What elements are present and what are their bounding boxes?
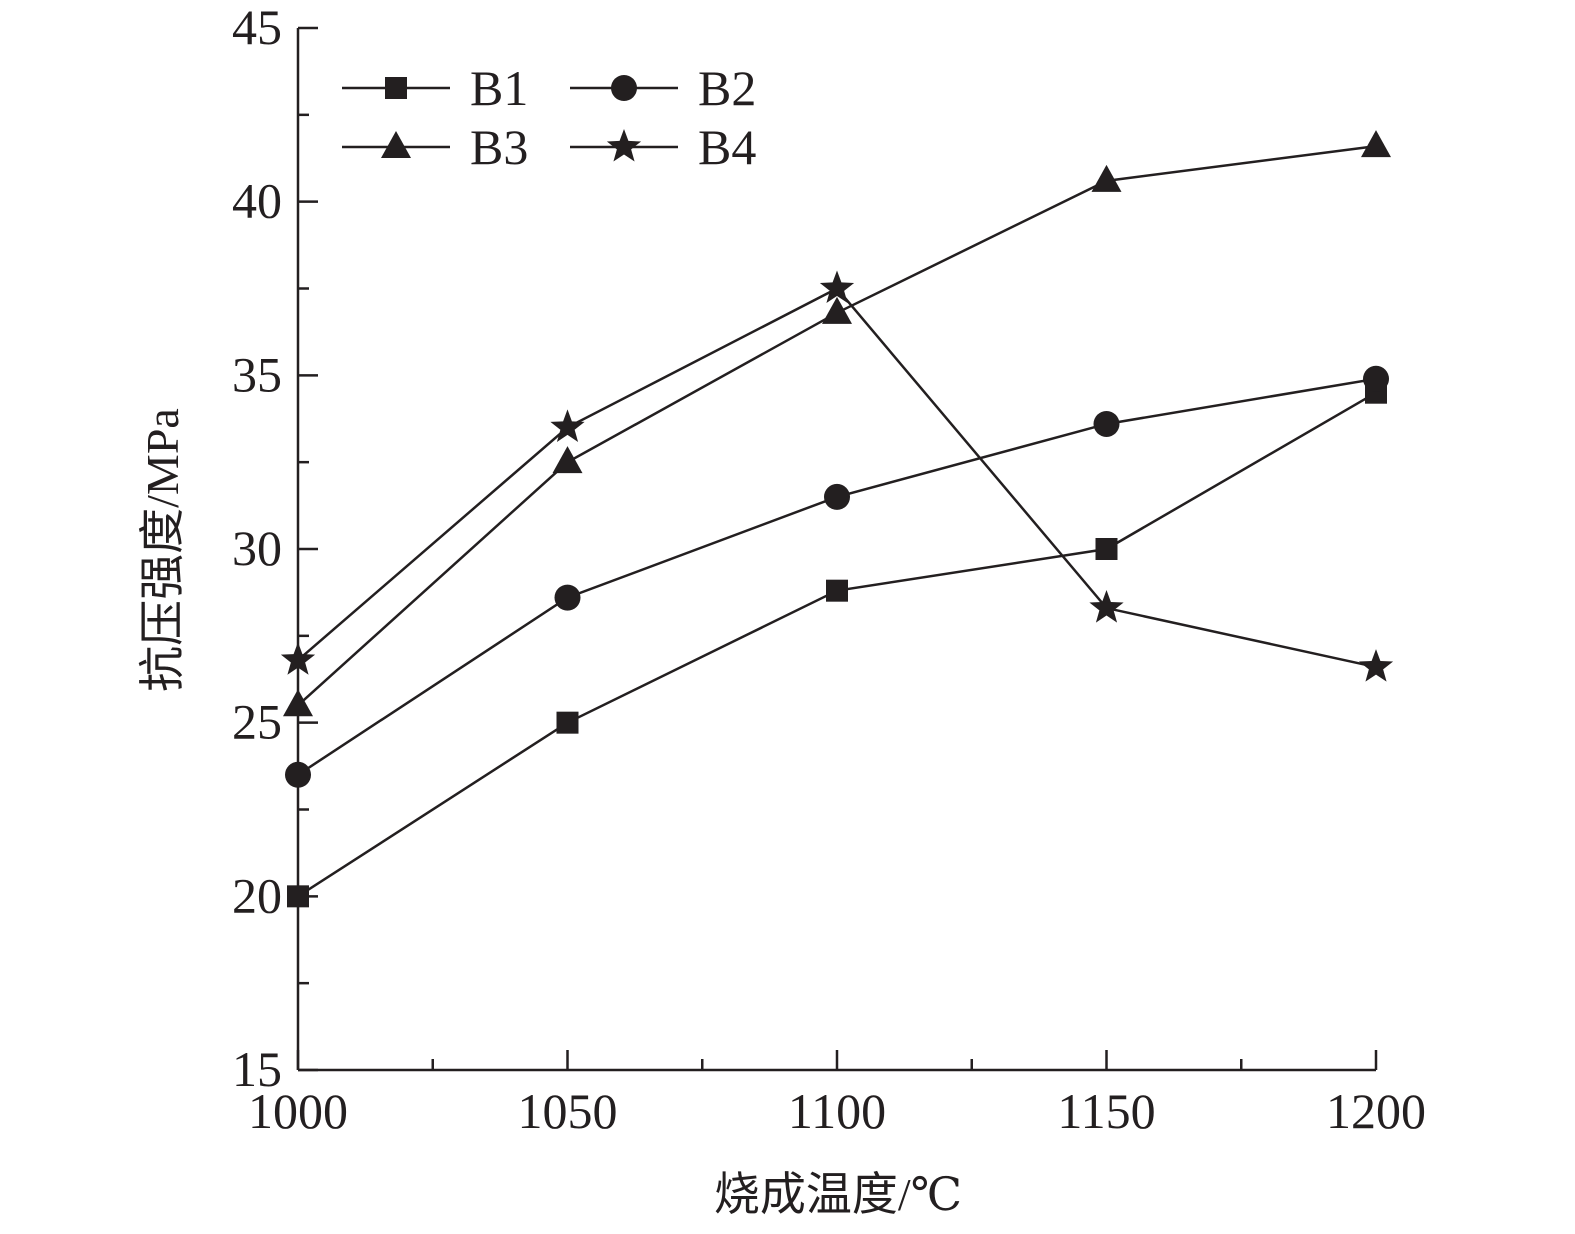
y-tick-label: 40 [232,173,282,229]
x-tick-label: 1150 [1057,1083,1155,1139]
x-axis-title: 烧成温度/℃ [714,1169,962,1220]
data-point-circle [1363,365,1389,392]
data-point-circle [824,483,850,510]
x-tick-label: 1100 [788,1083,886,1139]
data-point-star [1358,649,1394,682]
legend-marker-star [606,129,642,162]
series-lines [280,130,1394,908]
data-point-triangle [822,296,852,324]
data-point-triangle [283,689,313,717]
data-point-circle [554,584,581,611]
legend: B1 B2 B3 B4 [342,60,756,175]
legend-label: B2 [698,60,756,116]
legend-marker-circle [611,75,637,101]
series-b3 [283,130,1391,717]
y-tick-label: 30 [232,520,282,576]
series-line [297,286,1377,669]
legend-label: B3 [470,119,528,175]
y-tick-label: 15 [232,1041,282,1097]
data-point-triangle [552,446,583,474]
legend-marker-square [385,77,407,99]
data-point-circle [285,761,311,788]
y-tick-label: 45 [232,0,282,55]
series-b4 [280,270,1394,682]
series-b2 [285,365,1389,788]
series-line [297,377,1377,776]
data-point-star [819,270,855,304]
legend-item-b2: B2 [570,60,756,116]
data-point-star [550,409,585,442]
legend-item-b4: B4 [570,119,756,175]
data-point-square [826,579,848,602]
data-point-triangle [1091,164,1122,192]
legend-label: B4 [698,119,756,175]
x-tick-label: 1200 [1326,1083,1426,1139]
legend-item-b3: B3 [342,119,528,175]
data-point-square [287,885,309,908]
data-point-star [1089,590,1124,623]
data-point-star [280,642,316,675]
series-line [297,144,1377,707]
series-b1 [287,381,1387,908]
y-tick-label: 35 [232,346,282,402]
y-axis-title: 抗压强度/MPa [137,408,188,692]
data-point-triangle [1361,130,1391,158]
y-tick-label: 25 [232,694,282,750]
series-line [297,391,1377,898]
legend-marker-triangle [381,131,411,158]
data-point-circle [1093,410,1120,437]
legend-label: B1 [470,60,528,116]
x-tick-label: 1000 [248,1083,348,1139]
data-point-square [1095,538,1118,560]
axes: 15 20 25 30 35 40 45 1000 1050 1100 1150 1200 [232,0,1426,1139]
data-point-square [556,711,579,734]
x-tick-label: 1050 [518,1083,618,1139]
y-tick-label: 20 [232,867,282,923]
legend-item-b1: B1 [342,60,528,116]
